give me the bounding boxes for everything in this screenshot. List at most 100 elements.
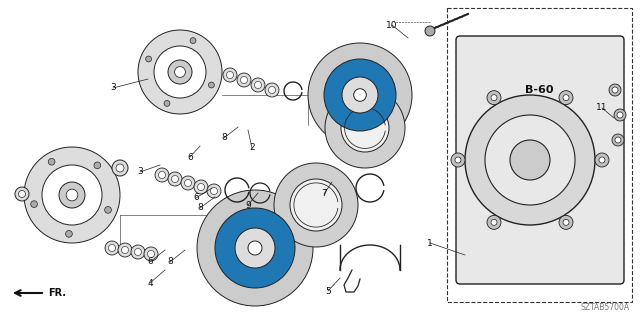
Circle shape (324, 59, 396, 131)
Circle shape (215, 208, 295, 288)
Circle shape (94, 162, 100, 169)
Circle shape (42, 165, 102, 225)
Circle shape (487, 215, 501, 229)
Circle shape (328, 62, 392, 128)
Circle shape (109, 244, 115, 252)
Circle shape (235, 228, 275, 268)
Circle shape (146, 56, 152, 62)
Circle shape (105, 241, 119, 255)
Circle shape (134, 249, 141, 255)
Circle shape (251, 78, 265, 92)
Circle shape (190, 38, 196, 44)
Circle shape (333, 68, 387, 122)
Circle shape (48, 158, 55, 165)
Circle shape (194, 180, 208, 194)
Text: B-60: B-60 (525, 85, 554, 95)
Circle shape (66, 189, 78, 201)
Circle shape (211, 188, 218, 195)
Circle shape (563, 95, 569, 101)
Circle shape (19, 190, 26, 197)
Circle shape (224, 217, 286, 279)
Circle shape (216, 209, 294, 287)
Circle shape (255, 82, 262, 89)
Circle shape (337, 73, 383, 117)
Circle shape (172, 175, 179, 182)
Bar (447, 8, 632, 302)
Circle shape (595, 153, 609, 167)
Circle shape (168, 172, 182, 186)
Circle shape (308, 43, 412, 147)
Circle shape (612, 134, 624, 146)
Circle shape (227, 220, 282, 276)
Circle shape (563, 219, 569, 225)
Circle shape (331, 66, 389, 124)
Circle shape (164, 100, 170, 106)
Circle shape (15, 187, 29, 201)
Circle shape (138, 30, 222, 114)
Circle shape (228, 222, 281, 274)
Circle shape (487, 91, 501, 105)
Text: 8: 8 (167, 258, 173, 267)
Circle shape (24, 147, 120, 243)
Circle shape (341, 104, 389, 152)
Text: 6: 6 (187, 153, 193, 162)
Circle shape (339, 74, 381, 116)
Circle shape (231, 224, 279, 272)
Circle shape (59, 182, 85, 208)
Circle shape (181, 176, 195, 190)
Text: 6: 6 (193, 194, 199, 203)
Circle shape (332, 67, 388, 123)
Circle shape (168, 60, 192, 84)
Circle shape (223, 68, 237, 82)
Circle shape (234, 227, 276, 269)
Circle shape (290, 179, 342, 231)
Text: 4: 4 (147, 278, 153, 287)
Text: 8: 8 (221, 133, 227, 142)
Circle shape (341, 76, 379, 114)
Circle shape (232, 226, 278, 270)
Circle shape (159, 172, 166, 179)
Circle shape (326, 61, 394, 129)
Text: 8: 8 (197, 204, 203, 212)
Circle shape (131, 245, 145, 259)
Text: FR.: FR. (48, 288, 66, 298)
Circle shape (154, 46, 206, 98)
Circle shape (335, 70, 385, 120)
Circle shape (223, 215, 287, 281)
Text: 7: 7 (321, 189, 327, 198)
Circle shape (325, 88, 405, 168)
Circle shape (227, 219, 284, 277)
Circle shape (207, 184, 221, 198)
Circle shape (334, 69, 386, 121)
Circle shape (510, 140, 550, 180)
Text: 5: 5 (325, 286, 331, 295)
Circle shape (340, 75, 380, 115)
Text: 6: 6 (147, 258, 153, 267)
Circle shape (225, 218, 285, 278)
FancyBboxPatch shape (456, 36, 624, 284)
Circle shape (342, 77, 378, 113)
Text: 1: 1 (427, 238, 433, 247)
Circle shape (559, 91, 573, 105)
Text: 9: 9 (245, 201, 251, 210)
Circle shape (118, 243, 132, 257)
Text: 10: 10 (387, 20, 397, 29)
Circle shape (325, 60, 395, 130)
Circle shape (612, 87, 618, 93)
Circle shape (599, 157, 605, 163)
Circle shape (241, 76, 248, 84)
Circle shape (491, 219, 497, 225)
Circle shape (274, 163, 358, 247)
Circle shape (465, 95, 595, 225)
Circle shape (227, 71, 234, 78)
Circle shape (328, 63, 392, 126)
Circle shape (209, 82, 214, 88)
Circle shape (455, 157, 461, 163)
Circle shape (198, 183, 205, 190)
Circle shape (219, 212, 291, 284)
Circle shape (330, 65, 390, 125)
Circle shape (144, 247, 158, 261)
Circle shape (425, 26, 435, 36)
Circle shape (615, 137, 621, 143)
Circle shape (175, 67, 186, 77)
